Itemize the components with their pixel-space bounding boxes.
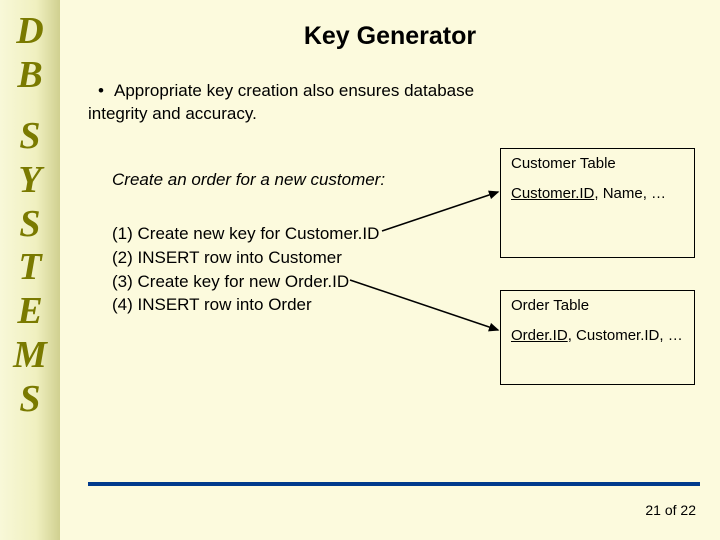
step-item: (1) Create new key for Customer.ID <box>112 222 379 246</box>
sidebar-letter: M <box>13 334 47 378</box>
order-table-box: Order Table Order.ID, Customer.ID, … <box>500 290 695 385</box>
scenario-text: Create an order for a new customer: <box>112 170 385 190</box>
slide-body: Key Generator •Appropriate key creation … <box>60 0 720 540</box>
slide-title: Key Generator <box>60 22 720 51</box>
table-title: Order Table <box>511 297 589 314</box>
sidebar-letter: B <box>17 54 42 98</box>
sidebar: D B S Y S T E M S <box>0 0 60 540</box>
table-rest: , Name, … <box>594 185 666 202</box>
sidebar-letter: Y <box>18 159 41 203</box>
bullet-content: Appropriate key creation also ensures da… <box>88 81 474 123</box>
step-item: (2) INSERT row into Customer <box>112 246 379 270</box>
bullet-text: •Appropriate key creation also ensures d… <box>88 80 508 126</box>
sidebar-letter: S <box>19 203 40 247</box>
arrow-step1-to-customer <box>382 192 498 231</box>
table-columns: Order.ID, Customer.ID, … <box>511 327 683 344</box>
page-current: 21 <box>645 502 661 518</box>
table-columns: Customer.ID, Name, … <box>511 185 666 202</box>
sidebar-letter: S <box>19 115 40 159</box>
steps-list: (1) Create new key for Customer.ID (2) I… <box>112 222 379 317</box>
table-rest: , Customer.ID, … <box>568 327 683 344</box>
step-item: (3) Create key for new Order.ID <box>112 270 379 294</box>
page-total: 22 <box>680 502 696 518</box>
sidebar-letter: S <box>19 378 40 422</box>
footer-rule <box>88 482 700 486</box>
customer-table-box: Customer Table Customer.ID, Name, … <box>500 148 695 258</box>
sidebar-letter: T <box>18 246 41 290</box>
sidebar-letter: E <box>17 290 42 334</box>
table-key: Order.ID <box>511 327 568 344</box>
table-title: Customer Table <box>511 155 616 172</box>
sidebar-letter: D <box>16 10 43 54</box>
page-number: 21 of 22 <box>645 502 696 518</box>
step-item: (4) INSERT row into Order <box>112 293 379 317</box>
table-key: Customer.ID <box>511 185 594 202</box>
